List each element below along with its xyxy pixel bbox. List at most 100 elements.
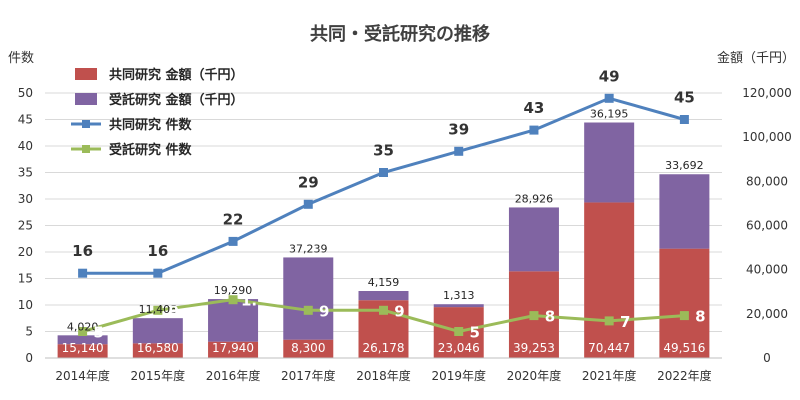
bar-jutaku-amount: [433, 304, 484, 308]
marker-jutaku-count: [529, 311, 539, 321]
jutaku-count-label: 8: [695, 308, 705, 326]
bar-kyodo-amount: [132, 343, 183, 358]
marker-jutaku-count: [679, 311, 689, 321]
kyodo-count-label: 29: [298, 173, 319, 191]
bar-jutaku-amount: [283, 257, 334, 340]
bar-jutaku-amount: [132, 318, 183, 344]
marker-jutaku-count: [153, 305, 163, 315]
jutaku-count-label: 7: [620, 313, 630, 331]
marker-jutaku-count: [303, 305, 313, 315]
x-tick-label: 2020年度: [507, 368, 562, 383]
axes-group: 0 5 10 15 20 25 30 35 40 45 50 0 20,000 40,000 60,000 8…: [18, 86, 792, 383]
kyodo-count-label: 16: [147, 242, 168, 260]
bar-kyodo-label: 8,300: [291, 341, 325, 355]
bar-kyodo-label: 15,140: [62, 341, 104, 355]
bar-jutaku-label: 19,290: [214, 284, 253, 297]
marker-kyodo-count: [379, 168, 388, 177]
left-tick-label: 15: [18, 272, 33, 286]
kyodo-count-label: 49: [599, 67, 620, 85]
left-tick-label: 45: [18, 113, 33, 127]
left-tick-label: 5: [25, 325, 33, 339]
marker-jutaku-count: [228, 295, 238, 305]
jutaku-count-label: 9: [319, 302, 329, 320]
bar-jutaku-label: 4,020: [67, 320, 99, 333]
jutaku-count-label: 9: [394, 302, 404, 320]
bars-group: [57, 122, 710, 358]
right-tick-label: 80,000: [746, 174, 788, 188]
kyodo-count-label: 16: [72, 242, 93, 260]
bar-kyodo-label: 49,516: [663, 341, 705, 355]
marker-kyodo-count: [228, 236, 238, 246]
legend-swatch: [75, 93, 97, 105]
bar-kyodo-amount: [659, 248, 710, 358]
bar-jutaku-amount: [208, 299, 259, 342]
marker-kyodo-count: [529, 125, 539, 135]
bar-jutaku-amount: [358, 291, 409, 301]
right-tick-label: 40,000: [746, 263, 788, 277]
legend-marker-swatch: [82, 145, 90, 153]
legend-label: 共同研究 金額（千円）: [109, 67, 244, 83]
bar-jutaku-label: 37,239: [289, 242, 328, 255]
legend-swatch: [75, 68, 97, 80]
left-tick-label: 30: [18, 192, 33, 206]
left-axis-title: 件数: [8, 51, 34, 66]
bar-jutaku-label: 36,195: [590, 107, 629, 120]
right-tick-label: 60,000: [746, 219, 788, 233]
x-tick-label: 2022年度: [657, 368, 712, 383]
right-tick-label: 0: [763, 351, 771, 365]
left-tick-label: 20: [18, 245, 33, 259]
bar-kyodo-label: 16,580: [137, 341, 179, 355]
kyodo-count-label: 22: [223, 210, 244, 228]
bar-jutaku-label: 1,313: [443, 289, 475, 302]
marker-kyodo-count: [153, 268, 163, 278]
kyodo-count-label: 45: [674, 89, 695, 107]
left-tick-label: 50: [18, 86, 33, 100]
right-tick-label: 100,000: [742, 130, 792, 144]
marker-jutaku-count: [78, 327, 88, 336]
bar-kyodo-amount: [208, 341, 259, 358]
bar-kyodo-amount: [283, 339, 334, 358]
kyodo-count-label: 35: [373, 142, 394, 160]
x-tick-label: 2016年度: [206, 368, 261, 383]
bar-kyodo-label: 23,046: [438, 341, 480, 355]
right-axis-title: 金額（千円）: [717, 50, 795, 66]
marker-kyodo-count: [303, 199, 313, 209]
left-tick-label: 25: [18, 219, 33, 233]
right-tick-label: 120,000: [742, 86, 792, 100]
x-tick-label: 2017年度: [281, 368, 336, 383]
marker-kyodo-count: [454, 146, 464, 156]
data-labels-group: 15,140 4,020 16,580 11,408 17,940 19,290 8,300…: [62, 67, 706, 355]
bar-jutaku-label: 28,926: [515, 192, 554, 205]
right-tick-label: 20,000: [746, 307, 788, 321]
x-tick-label: 2019年度: [431, 368, 486, 383]
x-tick-label: 2015年度: [131, 368, 186, 383]
gridlines: [45, 92, 722, 332]
marker-jutaku-count: [379, 305, 388, 315]
bar-jutaku-amount: [659, 174, 710, 249]
legend-label: 受託研究 件数: [109, 142, 193, 158]
bar-kyodo-label: 70,447: [588, 341, 630, 355]
bar-kyodo-label: 26,178: [363, 341, 405, 355]
kyodo-count-label: 43: [524, 99, 545, 117]
marker-jutaku-count: [454, 327, 464, 336]
bar-jutaku-amount: [584, 122, 635, 203]
lines-group: [78, 93, 689, 336]
marker-kyodo-count: [679, 115, 689, 124]
kyodo-count-label: 39: [448, 120, 469, 138]
jutaku-count-label: 9: [169, 302, 179, 320]
legend-marker-swatch: [82, 120, 90, 128]
bar-kyodo-label: 17,940: [212, 341, 254, 355]
bar-jutaku-label: 4,159: [368, 276, 400, 289]
jutaku-count-label: 5: [470, 324, 480, 342]
chart-title: 共同・受託研究の推移: [310, 23, 490, 45]
marker-jutaku-count: [604, 316, 614, 326]
bar-jutaku-amount: [57, 335, 108, 345]
bar-jutaku-label: 33,692: [665, 159, 704, 172]
legend-label: 共同研究 件数: [109, 117, 193, 133]
bar-jutaku-label: 11,408: [139, 303, 178, 316]
marker-kyodo-count: [604, 93, 614, 103]
jutaku-count-label: 5: [93, 324, 103, 342]
left-tick-label: 0: [25, 351, 33, 365]
bar-jutaku-amount: [508, 207, 559, 272]
